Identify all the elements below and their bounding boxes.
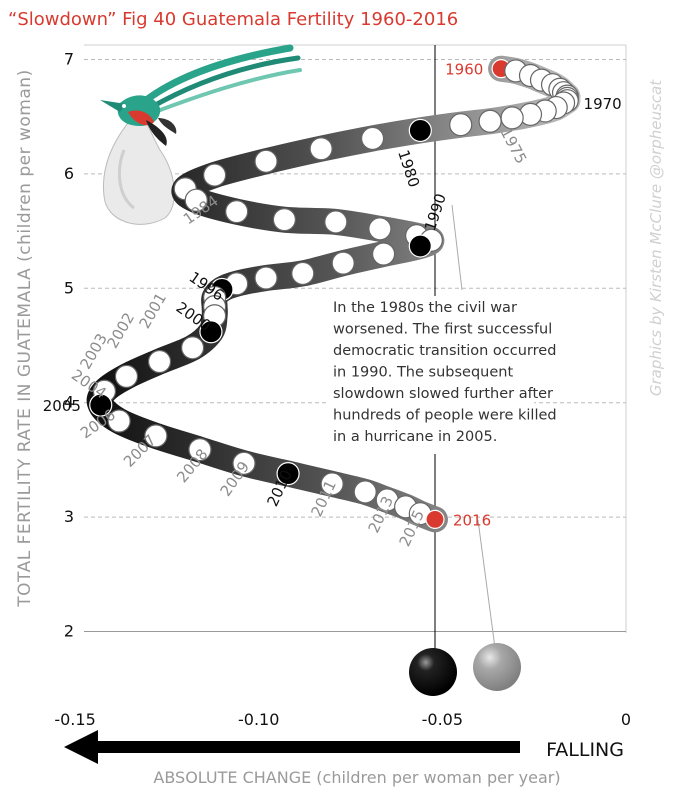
quetzal-bird-illustration bbox=[100, 44, 302, 225]
note-line: democratic transition occurred bbox=[333, 343, 556, 359]
year-label: 2016 bbox=[453, 511, 491, 529]
note-background bbox=[328, 296, 534, 454]
data-point bbox=[199, 320, 223, 344]
data-point bbox=[272, 208, 297, 232]
x-tick-label: -0.10 bbox=[238, 710, 279, 729]
y-tick-label: 4 bbox=[64, 393, 74, 412]
data-point bbox=[254, 149, 278, 173]
data-point bbox=[324, 210, 348, 234]
data-point bbox=[188, 438, 212, 462]
data-point bbox=[425, 509, 445, 529]
data-point bbox=[225, 200, 249, 224]
year-label: 2002 bbox=[103, 309, 138, 351]
pointer-line-2016 bbox=[477, 519, 496, 649]
data-point bbox=[360, 126, 385, 151]
y-tick-label: 7 bbox=[64, 50, 74, 69]
data-point bbox=[353, 480, 377, 504]
data-point bbox=[276, 462, 300, 486]
year-label: 1980 bbox=[394, 148, 423, 190]
data-point bbox=[478, 109, 502, 133]
year-label: 2005 bbox=[43, 397, 81, 415]
x-tick-label: -0.15 bbox=[54, 710, 95, 729]
falling-label: FALLING bbox=[546, 739, 624, 761]
data-point bbox=[254, 266, 278, 290]
data-point bbox=[449, 113, 473, 137]
note-line: in 1990. The subsequent bbox=[333, 365, 513, 381]
data-point bbox=[114, 364, 139, 388]
data-point bbox=[368, 217, 392, 241]
year-label: 1990 bbox=[421, 191, 450, 233]
data-point bbox=[203, 163, 227, 187]
year-label: 2001 bbox=[135, 290, 170, 332]
year-label: 1970 bbox=[584, 95, 622, 113]
data-point bbox=[89, 393, 113, 417]
data-point bbox=[184, 188, 208, 212]
note-line: slowdown slowed further after bbox=[333, 386, 553, 402]
note-line: In the 1980s the civil war bbox=[333, 300, 517, 316]
x-axis: -0.15 -0.10 -0.05 0 bbox=[54, 710, 631, 729]
credit-text: Graphics by Kirsten McClure @orpheuscat bbox=[647, 79, 665, 396]
x-tick-label: 0 bbox=[621, 710, 631, 729]
data-point bbox=[107, 409, 131, 433]
data-point bbox=[408, 118, 432, 143]
data-point bbox=[408, 234, 432, 258]
data-point bbox=[320, 472, 344, 496]
y-tick-label: 5 bbox=[64, 278, 74, 297]
chart-title: “Slowdown” Fig 40 Guatemala Fertility 19… bbox=[8, 9, 458, 30]
data-point bbox=[309, 137, 333, 161]
plot-frame bbox=[84, 44, 627, 633]
y-axis: 2 3 4 5 6 7 bbox=[64, 50, 74, 641]
note-line: hundreds of people were killed bbox=[333, 408, 557, 424]
note-line: in a hurricane in 2005. bbox=[333, 429, 497, 445]
y-axis-title: TOTAL FERTILITY RATE IN GUATEMALA (child… bbox=[15, 69, 35, 607]
y-tick-label: 2 bbox=[64, 622, 74, 641]
annotation-note: In the 1980s the civil war worsened. The … bbox=[328, 296, 557, 454]
data-point bbox=[371, 242, 396, 266]
gridlines bbox=[84, 59, 626, 632]
data-point bbox=[232, 451, 256, 475]
year-label: 1975 bbox=[497, 125, 531, 167]
data-point bbox=[180, 336, 205, 360]
year-label: 2003 bbox=[76, 330, 111, 372]
year-label: 1960 bbox=[445, 61, 483, 79]
x-tick-label: -0.05 bbox=[422, 710, 463, 729]
pointer-line-1990 bbox=[451, 204, 463, 291]
y-tick-label: 3 bbox=[64, 507, 74, 526]
x-axis-title: ABSOLUTE CHANGE (children per woman per … bbox=[153, 768, 560, 787]
y-tick-label: 6 bbox=[64, 164, 74, 183]
black-ball bbox=[409, 648, 457, 696]
data-point bbox=[144, 424, 168, 448]
gray-ball bbox=[473, 643, 521, 691]
data-point bbox=[291, 261, 315, 286]
data-points bbox=[89, 59, 579, 529]
data-point bbox=[147, 349, 172, 374]
note-line: worsened. The first successful bbox=[333, 322, 552, 338]
falling-arrow bbox=[64, 730, 520, 764]
data-point bbox=[331, 251, 355, 275]
